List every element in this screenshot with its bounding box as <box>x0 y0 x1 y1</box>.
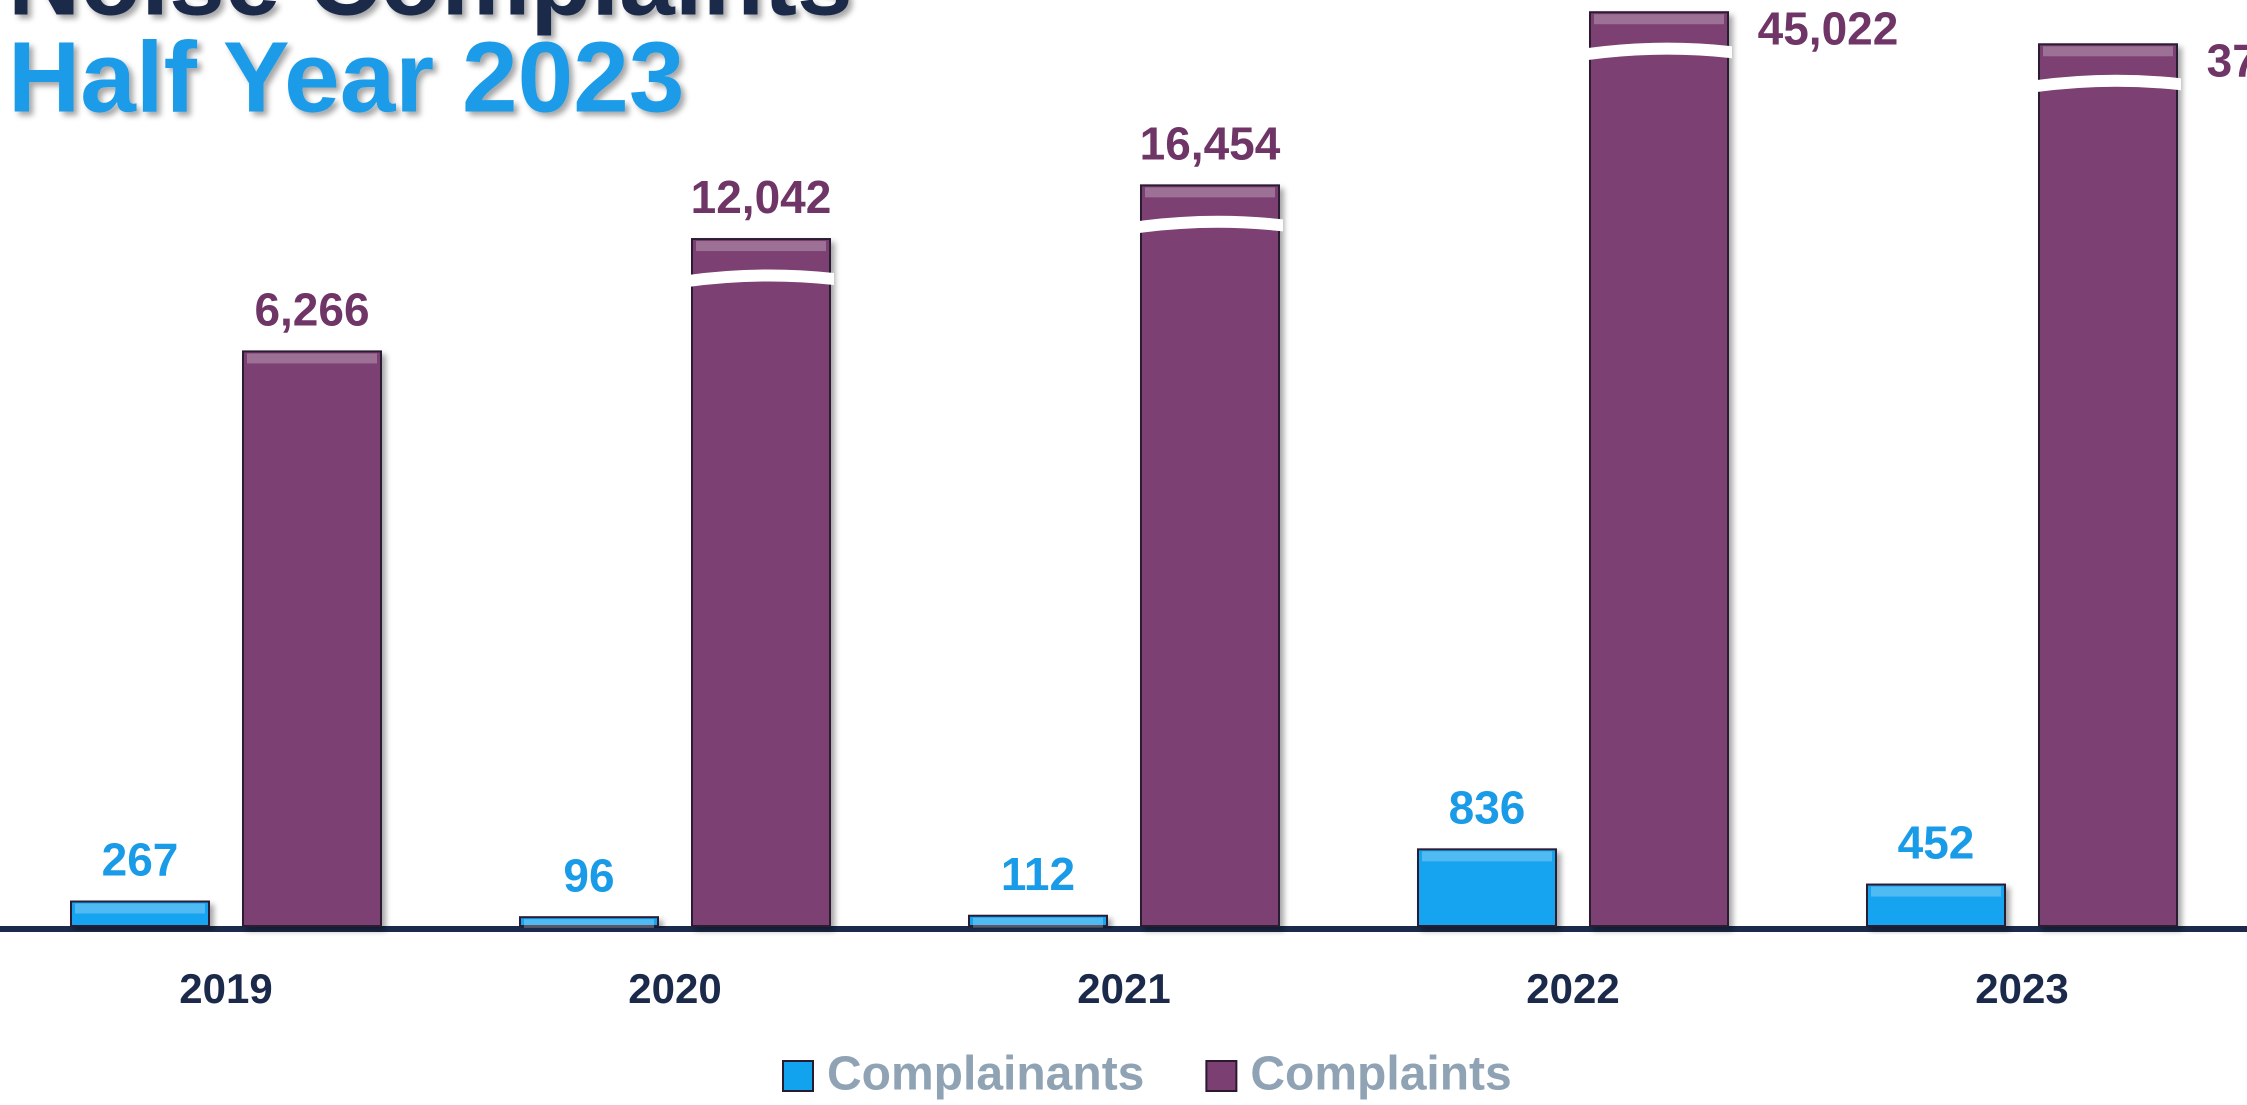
bar <box>1417 848 1557 928</box>
bar-highlight <box>524 919 654 928</box>
data-label: 452 <box>1898 817 1975 869</box>
axis-break <box>2035 74 2181 93</box>
data-label: 16,454 <box>1140 118 1281 170</box>
data-label: 96 <box>563 849 614 901</box>
bar <box>519 916 659 927</box>
bar <box>70 900 210 928</box>
data-label: 37,365 <box>2207 34 2247 86</box>
bar-highlight <box>1871 886 2001 897</box>
legend-swatch <box>782 1060 814 1092</box>
legend-swatch <box>1205 1060 1238 1092</box>
x-tick-label: 2020 <box>628 965 721 1012</box>
data-label: 836 <box>1449 781 1526 833</box>
legend-label: Complainants <box>827 1048 1144 1101</box>
bar-highlight <box>696 241 826 252</box>
data-label: 6,266 <box>254 284 369 336</box>
legend-label: Complaints <box>1250 1048 1511 1101</box>
x-tick-label: 2021 <box>1077 965 1170 1012</box>
bar-highlight <box>2043 46 2173 57</box>
bar-highlight <box>973 917 1103 928</box>
axis-break <box>688 269 834 288</box>
data-label: 12,042 <box>691 171 832 223</box>
data-label: 267 <box>102 834 179 886</box>
bar-highlight <box>1422 851 1552 862</box>
bar <box>242 350 382 928</box>
x-tick-label: 2019 <box>179 965 272 1012</box>
bar-highlight <box>1145 187 1275 198</box>
bar-highlight <box>247 353 377 364</box>
x-tick-label: 2022 <box>1526 965 1619 1012</box>
data-label: 45,022 <box>1758 2 1899 54</box>
bar-highlight <box>1594 14 1724 25</box>
bar <box>1866 883 2006 927</box>
bar-highlight <box>75 903 205 914</box>
bar <box>1589 11 1729 927</box>
bar <box>1140 184 1280 928</box>
chart-subtitle: Half Year 2023 <box>8 21 684 133</box>
x-tick-label: 2023 <box>1975 965 2068 1012</box>
axis-break <box>1586 42 1732 61</box>
bar <box>968 914 1108 928</box>
data-label: 112 <box>1001 848 1075 900</box>
bar <box>691 238 831 927</box>
chart-title: Noise Complaints <box>8 0 853 36</box>
bar <box>2038 43 2178 928</box>
axis-break <box>1137 215 1283 234</box>
